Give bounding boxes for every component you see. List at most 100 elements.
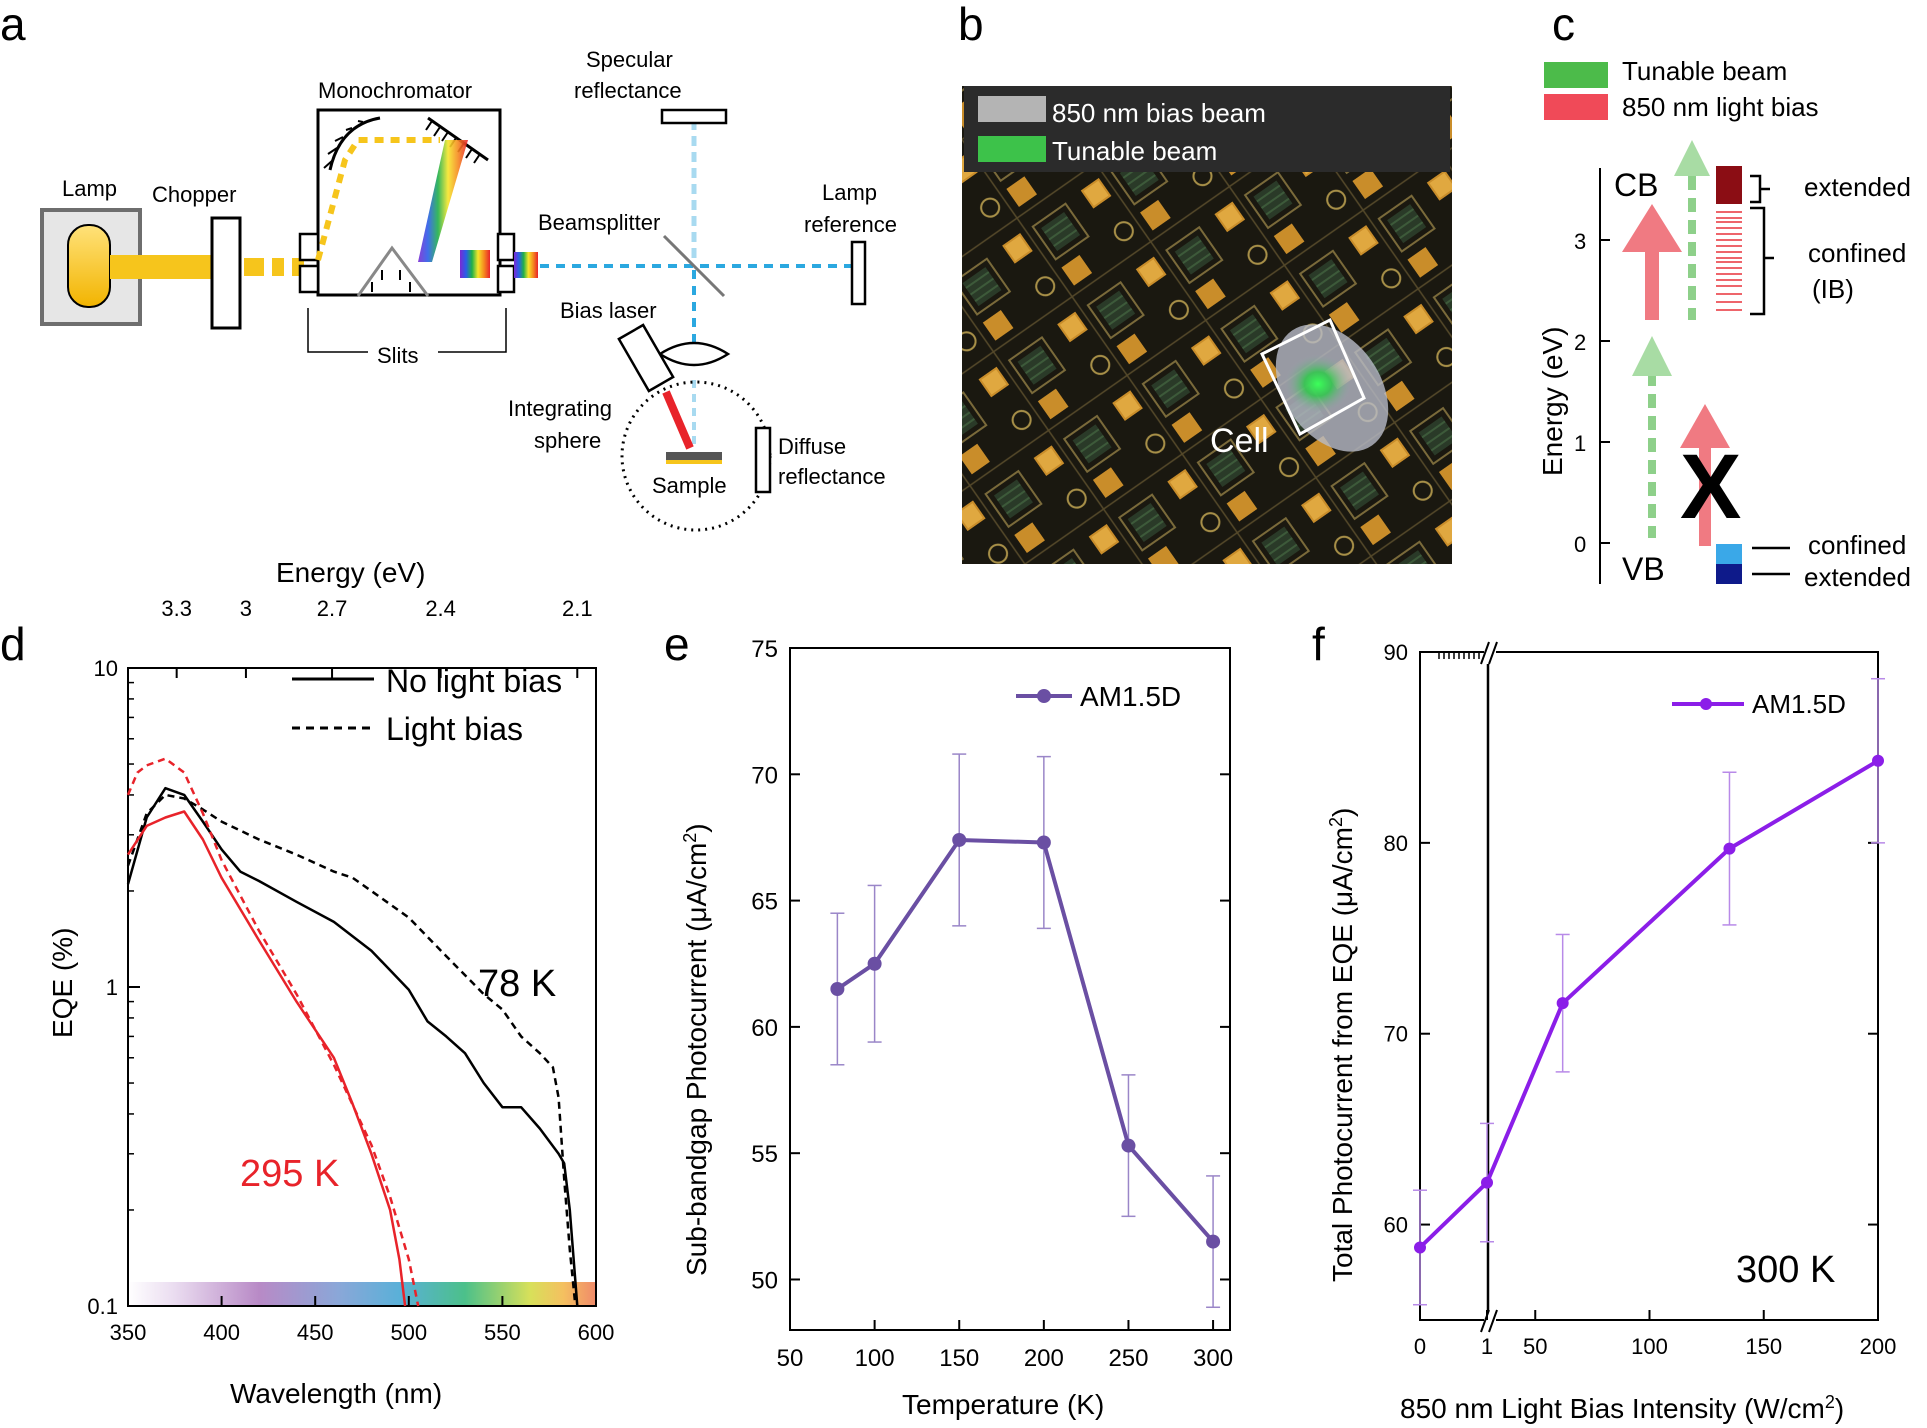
confined-top-label: confined (1808, 238, 1906, 268)
x-axis-title-f-close: ) (1835, 1393, 1844, 1424)
specular-label-2: reflectance (574, 78, 682, 103)
tunable-beam-spot (1284, 354, 1352, 414)
x-tick-label-f: 200 (1860, 1334, 1897, 1359)
x-tick-label-e: 250 (1108, 1345, 1148, 1372)
green-arrow-bottom (1632, 336, 1672, 538)
extended-bottom-label: extended (1804, 562, 1911, 592)
beamsplitter (662, 234, 726, 298)
exit-rainbow-outside (514, 252, 538, 278)
panel-letter-d: d (0, 618, 26, 670)
legend-marker-f (1700, 698, 1712, 710)
data-point-f (1872, 754, 1884, 767)
y-axis-title-e-close: ) (681, 823, 712, 832)
lamp-label: Lamp (62, 176, 117, 201)
energy-axis-ticks (1600, 239, 1610, 544)
folding-mirror (356, 245, 430, 297)
panel-letter-a: a (0, 0, 26, 50)
legend-swatch-tunable (978, 136, 1046, 162)
bracket-confined-top (1750, 206, 1774, 316)
panel-b: b 850 nm bias beam Tunable beam Cell (958, 0, 1452, 564)
sample-label: Sample (652, 473, 727, 498)
x-axis-title-f-main: 850 nm Light Bias Intensity (W/cm (1400, 1393, 1825, 1424)
y-tick-label-f: 80 (1384, 831, 1408, 856)
x-tick-label-f: 50 (1523, 1334, 1547, 1359)
y-axis-title-e-exp: 2 (680, 833, 700, 843)
top-tick-label-d: 2.1 (562, 596, 593, 621)
slit-exit-bottom (496, 264, 516, 294)
data-point-e (1206, 1234, 1221, 1249)
lamp-reference-detector (850, 240, 867, 306)
y-axis-title-e: Sub-bandgap Photocurrent (μA/cm2) (680, 823, 712, 1276)
x-tick-label-d: 350 (110, 1320, 147, 1345)
legend-tunable-beam: Tunable beam (1052, 136, 1217, 166)
y-tick-label-e: 75 (751, 636, 778, 663)
series-e (830, 753, 1221, 1309)
x-tick-label-d: 450 (297, 1320, 334, 1345)
sample-layer (666, 460, 722, 464)
top-tick-label-d: 3.3 (161, 596, 192, 621)
bias-laser-label: Bias laser (560, 298, 657, 323)
extended-top-label: extended (1804, 172, 1911, 202)
annotation-295k: 295 K (240, 1153, 339, 1195)
legend-swatch-tunable-c (1544, 62, 1608, 88)
y-tick-label-d: 0.1 (87, 1294, 118, 1319)
series-f (1413, 677, 1885, 1306)
y-tick-label-e: 55 (751, 1141, 778, 1168)
folding-mirror-hatching (371, 270, 411, 292)
lamp-reference-label-1: Lamp (822, 180, 877, 205)
x-tick-label-f: 100 (1631, 1334, 1668, 1359)
blocked-x-mark: X (1680, 436, 1741, 538)
visible-spectrum-bar (128, 1282, 596, 1306)
cb-extended-states (1716, 166, 1742, 204)
x-axis-title-f-exp: 2 (1825, 1392, 1835, 1412)
x-tick-label-d: 500 (390, 1320, 427, 1345)
legend-marker-e (1037, 689, 1051, 703)
x-tick-label-f: 0 (1414, 1334, 1426, 1359)
energy-axis-title: Energy (eV) (1537, 327, 1568, 476)
cb-label: CB (1614, 167, 1658, 203)
red-arrow-bottom (1680, 404, 1730, 546)
data-point-f (1481, 1176, 1493, 1189)
vb-extended-states (1716, 564, 1742, 584)
top-tick-label-d: 2.7 (317, 596, 348, 621)
legend-am15d-e: AM1.5D (1080, 681, 1181, 712)
energy-tick-0: 0 (1574, 532, 1586, 557)
ib-label: (IB) (1812, 274, 1854, 304)
panel-letter-f: f (1312, 618, 1325, 670)
panel-e-chart: e 50 100 150 200 250 300 50 55 60 65 70 75 Temperat… (664, 618, 1233, 1420)
exit-rainbow (460, 250, 490, 278)
y-tick-label-f: 70 (1384, 1022, 1408, 1047)
bracket-extended-top (1750, 174, 1770, 204)
y-tick-label-e: 60 (751, 1015, 778, 1042)
y-axis-title-e-unit: μA/cm (681, 843, 712, 923)
lamp-bulb (67, 224, 111, 308)
chopper (210, 216, 242, 330)
slit-entrance-top (298, 232, 320, 262)
ib-confined-states (1716, 206, 1742, 318)
annotation-300k: 300 K (1736, 1249, 1835, 1291)
panel-letter-e: e (664, 618, 690, 670)
cell-outline (1260, 317, 1366, 437)
y-tick-label-e: 50 (751, 1267, 778, 1294)
red-arrow-top (1622, 204, 1682, 320)
data-point-e (952, 832, 967, 847)
panel-letter-b: b (958, 0, 984, 50)
top-tick-label-d: 2.4 (425, 596, 456, 621)
y-axis-title-e-main: Sub-bandgap Photocurrent ( (681, 922, 712, 1276)
green-arrow-top (1674, 140, 1710, 320)
x-tick-label-d: 600 (578, 1320, 615, 1345)
cell-label: Cell (1210, 422, 1269, 460)
y-axis-title-f-main: Total Photocurrent from EQE ( (1327, 906, 1358, 1282)
axis-ticks-d: 350 400 450 500 550 600 0.1 1 10 3.3 3 2.7 2.4 2.1 (87, 596, 614, 1345)
data-point-f (1556, 997, 1569, 1010)
y-tick-label-d: 10 (94, 656, 118, 681)
series-line-78-k-light-bias (126, 793, 577, 1307)
series-line-am15d-e (836, 838, 1215, 1243)
panel-a: a Lamp Chopper Monochromator (0, 0, 897, 532)
slit-exit-top (496, 232, 516, 262)
data-point-e (830, 982, 845, 996)
x-tick-label-f: 150 (1745, 1334, 1782, 1359)
internal-beam-path (315, 137, 440, 261)
sample-substrate (666, 452, 722, 460)
legend-swatch-bias (978, 96, 1046, 122)
